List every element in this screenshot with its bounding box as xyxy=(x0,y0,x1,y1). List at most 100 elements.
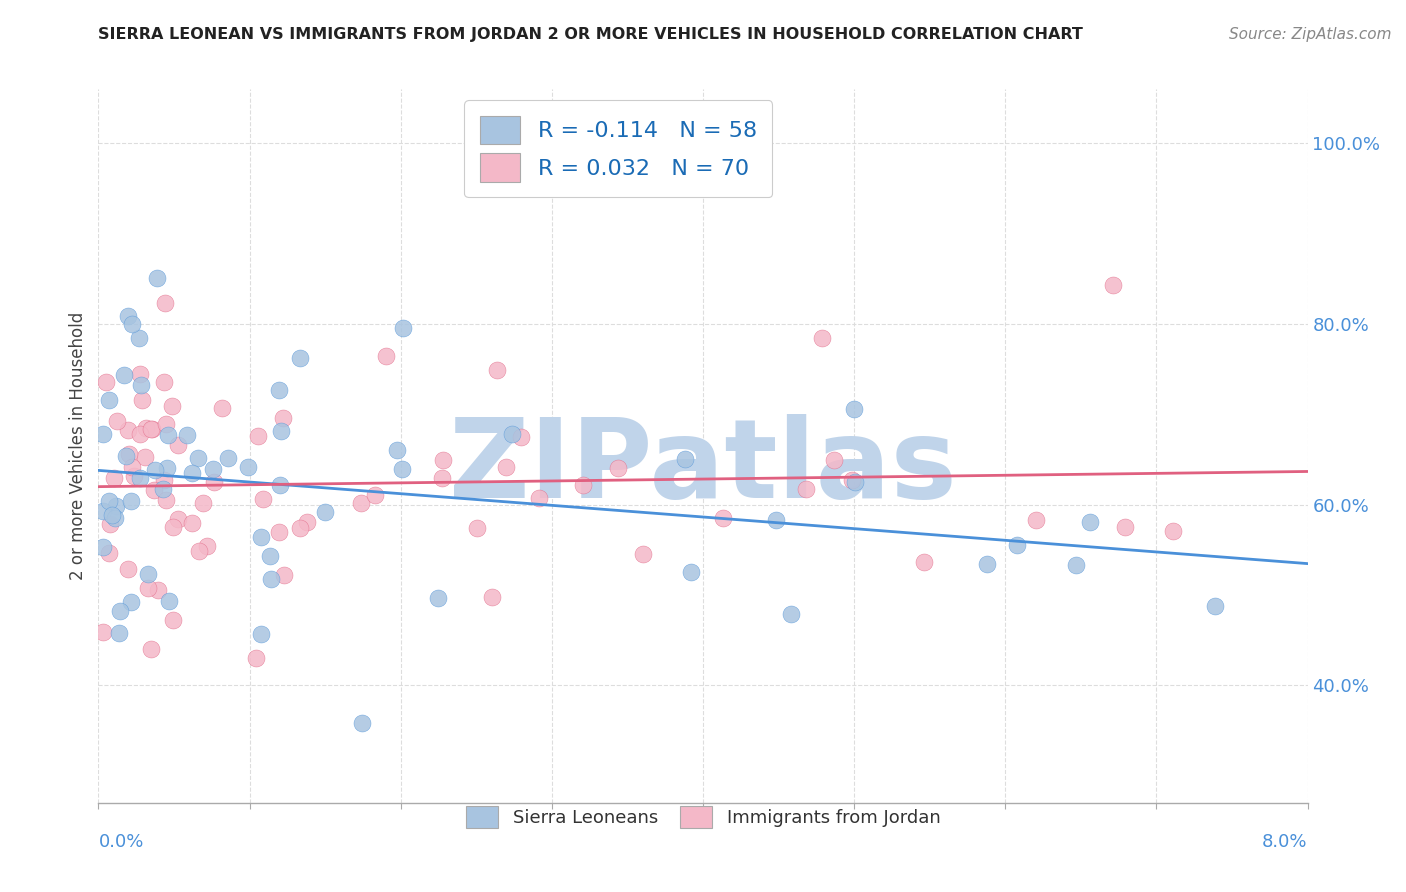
Point xyxy=(202,461,225,475)
Point xyxy=(135,421,157,435)
Point xyxy=(136,567,159,582)
Point xyxy=(176,428,198,442)
Point xyxy=(114,368,136,383)
Point xyxy=(211,401,233,415)
Point xyxy=(152,483,174,497)
Point xyxy=(501,426,523,441)
Point xyxy=(156,460,179,475)
Point xyxy=(128,331,150,345)
Point xyxy=(779,607,801,621)
Point xyxy=(236,460,259,475)
Point xyxy=(187,544,209,558)
Point xyxy=(841,473,863,487)
Point xyxy=(572,478,595,492)
Point xyxy=(117,310,139,324)
Point xyxy=(142,483,165,497)
Point xyxy=(181,516,204,530)
Point xyxy=(193,496,215,510)
Point xyxy=(375,350,398,364)
Point xyxy=(108,604,131,618)
Point xyxy=(249,530,271,544)
Point xyxy=(842,402,865,417)
Point xyxy=(363,488,385,502)
Point xyxy=(260,572,283,586)
Point xyxy=(128,471,150,485)
Point xyxy=(679,565,702,579)
Point xyxy=(392,321,415,335)
Point xyxy=(157,593,180,607)
Point xyxy=(91,540,114,554)
Point xyxy=(1064,558,1087,572)
Point xyxy=(107,625,129,640)
Point xyxy=(1005,538,1028,552)
Point xyxy=(103,470,125,484)
Point xyxy=(139,641,162,656)
Text: 0.0%: 0.0% xyxy=(98,833,143,851)
Point xyxy=(267,524,290,539)
Point xyxy=(104,510,127,524)
Point xyxy=(427,591,450,605)
Point xyxy=(823,452,845,467)
Point xyxy=(250,626,273,640)
Legend: Sierra Leoneans, Immigrants from Jordan: Sierra Leoneans, Immigrants from Jordan xyxy=(457,797,949,837)
Point xyxy=(269,478,291,492)
Point xyxy=(129,368,152,382)
Point xyxy=(1080,515,1102,529)
Point xyxy=(143,462,166,476)
Point xyxy=(1025,513,1047,527)
Point xyxy=(252,491,274,506)
Point xyxy=(153,296,176,310)
Y-axis label: 2 or more Vehicles in Household: 2 or more Vehicles in Household xyxy=(69,312,87,580)
Point xyxy=(91,625,114,640)
Point xyxy=(217,450,239,465)
Point xyxy=(115,449,138,463)
Point xyxy=(180,466,202,480)
Point xyxy=(93,504,115,518)
Point xyxy=(128,427,150,442)
Point xyxy=(385,443,408,458)
Point xyxy=(202,475,225,489)
Point xyxy=(269,383,291,397)
Point xyxy=(297,515,319,529)
Point xyxy=(1161,524,1184,538)
Point xyxy=(527,491,550,505)
Point xyxy=(162,613,184,627)
Point xyxy=(97,393,120,408)
Point xyxy=(155,417,177,431)
Point xyxy=(94,376,117,390)
Point xyxy=(121,317,143,331)
Point xyxy=(153,473,176,487)
Point xyxy=(134,450,156,464)
Point xyxy=(314,505,336,519)
Point xyxy=(391,461,413,475)
Point xyxy=(160,399,183,413)
Point xyxy=(131,392,153,407)
Point xyxy=(273,568,295,582)
Point xyxy=(912,555,935,569)
Point xyxy=(481,591,503,605)
Point xyxy=(157,428,180,442)
Point xyxy=(195,539,218,553)
Point xyxy=(350,496,373,510)
Point xyxy=(510,430,533,444)
Point xyxy=(1102,278,1125,293)
Point xyxy=(1204,599,1226,613)
Point xyxy=(167,512,190,526)
Point xyxy=(633,547,655,561)
Text: 8.0%: 8.0% xyxy=(1263,833,1308,851)
Point xyxy=(122,469,145,483)
Point xyxy=(98,546,121,560)
Point xyxy=(98,516,121,531)
Point xyxy=(288,351,311,365)
Point xyxy=(105,499,128,513)
Point xyxy=(146,582,169,597)
Point xyxy=(976,557,998,571)
Text: SIERRA LEONEAN VS IMMIGRANTS FROM JORDAN 2 OR MORE VEHICLES IN HOUSEHOLD CORRELA: SIERRA LEONEAN VS IMMIGRANTS FROM JORDAN… xyxy=(98,27,1083,42)
Point xyxy=(432,453,454,467)
Point xyxy=(141,422,163,436)
Point xyxy=(120,595,142,609)
Point xyxy=(430,470,453,484)
Text: ZIPatlas: ZIPatlas xyxy=(449,414,957,521)
Point xyxy=(465,521,488,535)
Point xyxy=(117,423,139,437)
